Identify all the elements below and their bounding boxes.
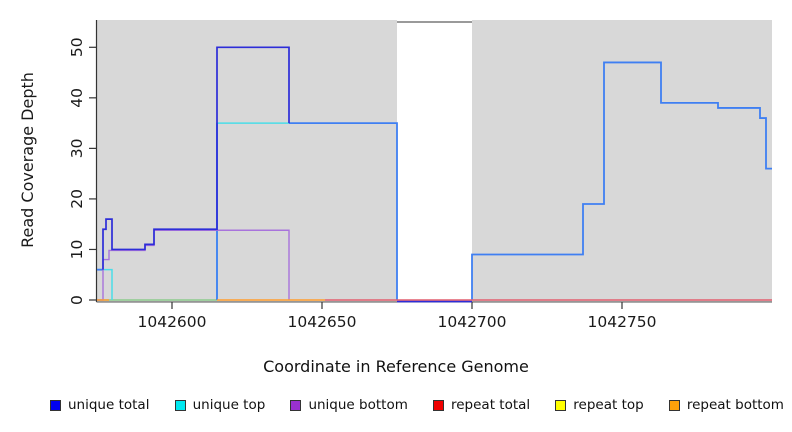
legend-swatch-icon [668, 399, 680, 411]
legend-swatch-icon [174, 399, 186, 411]
legend-item-unique-top: unique top [174, 397, 266, 413]
y-tick-label: 0 [68, 295, 86, 305]
legend-swatch-icon [50, 399, 61, 411]
series-unique-total [102, 46, 290, 270]
y-axis-title: Read Coverage Depth [18, 72, 37, 248]
y-tick-label: 10 [68, 240, 86, 260]
legend-swatch-icon [555, 399, 567, 411]
legend-label: repeat total [450, 397, 531, 413]
series-unique-bottom [97, 229, 290, 301]
series-total-coverage [289, 122, 398, 300]
legend: unique total unique top unique bottom repea… [50, 397, 784, 413]
x-axis-title: Coordinate in Reference Genome [263, 357, 529, 376]
series-total-coverage [471, 61, 772, 300]
y-tick-label: 50 [68, 37, 86, 57]
legend-label: unique bottom [308, 397, 408, 413]
coverage-plot-canvas: 1042600 1042650 1042700 1042750 0 10 20 30 40 50 R… [18, 20, 772, 331]
legend-item-repeat-bottom: repeat bottom [668, 397, 784, 413]
legend-item-unique-bottom: unique bottom [290, 397, 408, 413]
legend-label: unique total [68, 397, 150, 413]
x-tick-label: 1042750 [587, 313, 656, 331]
legend-item-repeat-total: repeat total [432, 397, 531, 413]
y-tick-label: 30 [68, 139, 86, 159]
x-tick-label: 1042600 [137, 313, 206, 331]
legend-label: unique top [192, 397, 266, 413]
mapped-region-left [97, 20, 397, 302]
legend-swatch-icon [290, 399, 302, 411]
legend-label: repeat top [573, 397, 644, 413]
y-tick-label: 40 [68, 88, 86, 108]
legend-swatch-icon [432, 399, 444, 411]
legend-item-repeat-top: repeat top [555, 397, 644, 413]
legend-item-unique-total: unique total [50, 397, 149, 413]
y-tick-label: 20 [68, 189, 86, 209]
x-tick-label: 1042700 [437, 313, 506, 331]
x-tick-label: 1042650 [287, 313, 356, 331]
legend-label: repeat bottom [686, 397, 784, 413]
